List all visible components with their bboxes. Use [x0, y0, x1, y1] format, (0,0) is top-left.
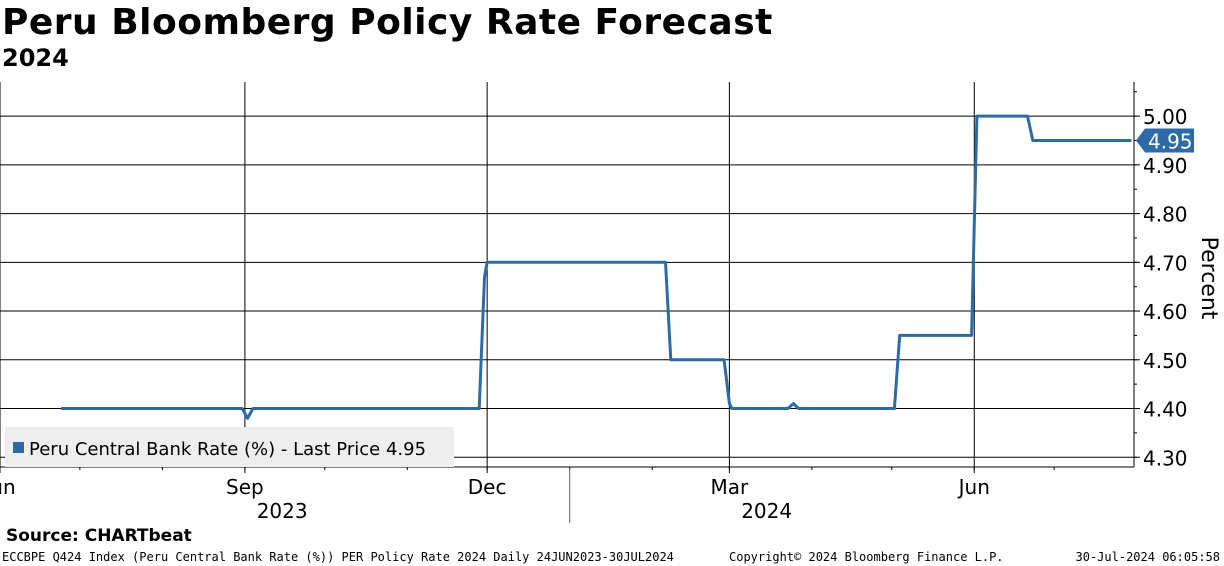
chart-title: Peru Bloomberg Policy Rate Forecast	[2, 2, 773, 43]
y-tick-label: 4.70	[1143, 251, 1188, 275]
y-tick-label: 4.90	[1143, 154, 1188, 178]
legend: Peru Central Bank Rate (%) - Last Price …	[5, 427, 454, 467]
year-label: 2023	[257, 499, 308, 523]
y-tick-label: 4.60	[1143, 300, 1188, 324]
legend-swatch	[13, 442, 24, 453]
series-line-peru-rate	[61, 114, 1132, 420]
series: 4.95	[61, 114, 1194, 420]
last-price-label: 4.95	[1148, 129, 1193, 153]
x-tick-label: Sep	[226, 475, 264, 499]
y-tick-label: 4.50	[1143, 349, 1188, 373]
y-tick-label: 4.40	[1143, 398, 1188, 422]
source-note: Source: CHARTbeat	[6, 526, 192, 546]
axes: 4.30 4.40 4.50 4.60 4.70 4.80 4.90 5.00 Jun Sep De…	[0, 82, 1188, 523]
footer-timestamp: 30-Jul-2024 06:05:58	[1075, 550, 1221, 564]
chart-subtitle: 2024	[2, 44, 69, 72]
y-tick-label: 5.00	[1143, 105, 1188, 129]
footer-index-info: ECCBPE Q424 Index (Peru Central Bank Rat…	[2, 550, 674, 564]
x-tick-label: Jun	[0, 475, 16, 499]
x-tick-label: Dec	[468, 475, 507, 499]
y-tick-label: 4.80	[1143, 203, 1188, 227]
x-tick-label: Mar	[711, 475, 750, 499]
last-price-tag	[1136, 128, 1194, 153]
legend-box	[5, 427, 454, 467]
y-tick-label: 4.30	[1143, 446, 1188, 470]
y-axis-label: Percent	[1196, 237, 1221, 320]
legend-label: Peru Central Bank Rate (%) - Last Price …	[29, 439, 426, 460]
year-label: 2024	[741, 499, 792, 523]
footer-copyright: Copyright© 2024 Bloomberg Finance L.P.	[729, 550, 1004, 564]
x-tick-label: Jun	[957, 475, 990, 499]
